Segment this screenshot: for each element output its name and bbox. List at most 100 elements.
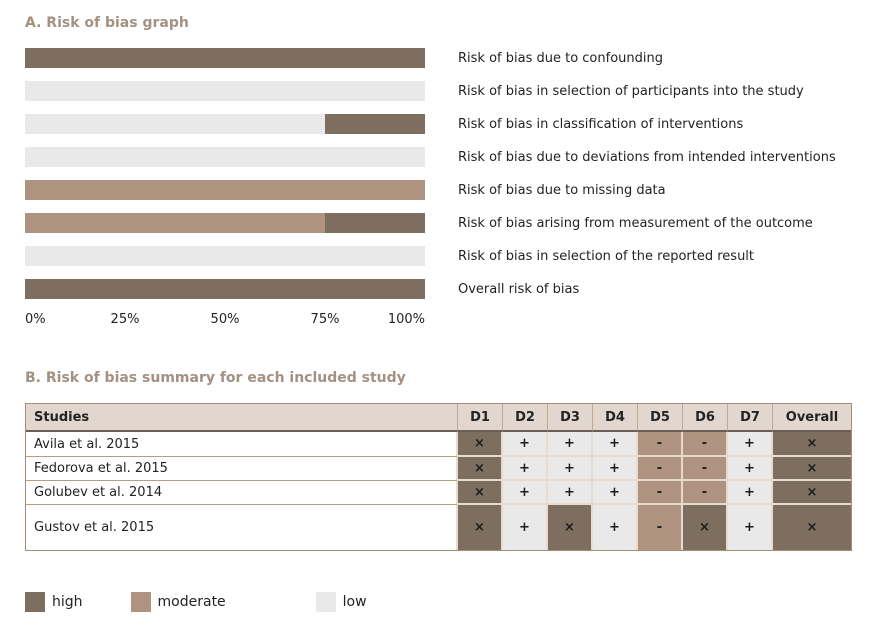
bar-segment-high: [25, 48, 425, 68]
judgment-cell-high: ×: [458, 481, 503, 505]
stacked-bar: [25, 246, 425, 266]
risk-of-bias-report: A. Risk of bias graph Risk of bias due t…: [25, 15, 885, 612]
judgment-cell-moderate: -: [638, 432, 683, 457]
chart-row: Risk of bias in selection of the reporte…: [25, 246, 885, 266]
section-a-title: A. Risk of bias graph: [25, 15, 189, 31]
judgment-cell-high: ×: [773, 457, 851, 481]
bar-label: Risk of bias in selection of participant…: [458, 83, 804, 99]
column-header-overall: Overall: [773, 404, 851, 432]
judgment-cell-low: +: [548, 481, 593, 505]
bar-segment-low: [25, 147, 425, 167]
judgment-cell-moderate: -: [683, 481, 728, 505]
section-risk-of-bias-summary: B. Risk of bias summary for each include…: [25, 370, 885, 551]
chart-row: Risk of bias arising from measurement of…: [25, 213, 885, 233]
table-row: Fedorova et al. 2015 × + + + - - + ×: [26, 457, 851, 481]
chart-row: Risk of bias due to deviations from inte…: [25, 147, 885, 167]
stacked-bar: [25, 114, 425, 134]
column-header-d2: D2: [503, 404, 548, 432]
axis-tick: 0%: [25, 312, 46, 327]
judgment-cell-low: +: [503, 481, 548, 505]
bar-label: Risk of bias in selection of the reporte…: [458, 248, 755, 264]
judgment-cell-high: ×: [548, 505, 593, 550]
judgment-cell-moderate: -: [638, 505, 683, 550]
column-header-d6: D6: [683, 404, 728, 432]
legend-label: low: [342, 594, 367, 610]
legend-item-moderate: moderate: [130, 592, 226, 612]
column-header-d4: D4: [593, 404, 638, 432]
legend-item-low: low: [315, 592, 367, 612]
judgment-cell-low: +: [728, 481, 773, 505]
judgment-cell-high: ×: [458, 457, 503, 481]
column-header-d5: D5: [638, 404, 683, 432]
section-b-title: B. Risk of bias summary for each include…: [25, 370, 406, 386]
bar-segment-moderate: [25, 213, 325, 233]
bar-label: Overall risk of bias: [458, 281, 580, 297]
judgment-cell-moderate: -: [683, 432, 728, 457]
study-name: Avila et al. 2015: [26, 432, 458, 457]
judgment-cell-high: ×: [773, 481, 851, 505]
judgment-cell-low: +: [503, 457, 548, 481]
bar-rows: Risk of bias due to confounding Risk of b…: [25, 48, 885, 299]
bar-segment-high: [25, 279, 425, 299]
judgment-cell-high: ×: [773, 505, 851, 550]
column-header-d7: D7: [728, 404, 773, 432]
judgment-cell-low: +: [728, 505, 773, 550]
stacked-bar: [25, 48, 425, 68]
chart-row: Risk of bias due to missing data: [25, 180, 885, 200]
stacked-bar: [25, 213, 425, 233]
table-body: Avila et al. 2015 × + + + - - + × Fedorova et al.…: [26, 432, 851, 550]
table-row: Golubev et al. 2014 × + + + - - + ×: [26, 481, 851, 505]
judgment-cell-low: +: [503, 432, 548, 457]
legend: high moderate low: [25, 592, 885, 612]
column-header-d1: D1: [458, 404, 503, 432]
risk-of-bias-table: Studies D1 D2 D3 D4 D5 D6 D7 Overall Avila et al…: [25, 403, 852, 551]
chart-row: Overall risk of bias: [25, 279, 885, 299]
judgment-cell-moderate: -: [638, 481, 683, 505]
table-row: Avila et al. 2015 × + + + - - + ×: [26, 432, 851, 457]
stacked-bar: [25, 180, 425, 200]
judgment-cell-low: +: [593, 432, 638, 457]
judgment-cell-high: ×: [458, 432, 503, 457]
stacked-bar: [25, 147, 425, 167]
bar-label: Risk of bias due to missing data: [458, 182, 666, 198]
column-header-d3: D3: [548, 404, 593, 432]
bar-label: Risk of bias in classification of interv…: [458, 116, 744, 132]
bar-segment-high: [325, 114, 425, 134]
column-header-studies: Studies: [26, 404, 458, 432]
judgment-cell-moderate: -: [638, 457, 683, 481]
bar-segment-high: [325, 213, 425, 233]
stacked-bar: [25, 81, 425, 101]
legend-swatch-moderate: [130, 592, 151, 612]
judgment-cell-low: +: [593, 481, 638, 505]
judgment-cell-low: +: [548, 432, 593, 457]
judgment-cell-high: ×: [773, 432, 851, 457]
study-name: Golubev et al. 2014: [26, 481, 458, 505]
judgment-cell-moderate: -: [683, 457, 728, 481]
x-axis: 0% 25% 50% 75% 100%: [25, 312, 425, 330]
legend-swatch-high: [25, 592, 45, 612]
chart-row: Risk of bias in selection of participant…: [25, 81, 885, 101]
study-name: Gustov et al. 2015: [26, 505, 458, 550]
table-row: Gustov et al. 2015 × + × + - × + ×: [26, 505, 851, 550]
legend-label: high: [52, 594, 83, 610]
bar-segment-low: [25, 114, 325, 134]
judgment-cell-low: +: [548, 457, 593, 481]
axis-tick: 50%: [210, 312, 240, 327]
axis-tick: 75%: [310, 312, 340, 327]
judgment-cell-low: +: [728, 432, 773, 457]
bar-label: Risk of bias due to deviations from inte…: [458, 149, 836, 165]
axis-tick: 100%: [387, 312, 425, 327]
chart-row: Risk of bias in classification of interv…: [25, 114, 885, 134]
judgment-cell-high: ×: [458, 505, 503, 550]
legend-swatch-low: [315, 592, 336, 612]
bar-label: Risk of bias arising from measurement of…: [458, 215, 813, 231]
axis-tick: 25%: [110, 312, 140, 327]
bar-label: Risk of bias due to confounding: [458, 50, 663, 66]
judgment-cell-high: ×: [683, 505, 728, 550]
judgment-cell-low: +: [503, 505, 548, 550]
study-name: Fedorova et al. 2015: [26, 457, 458, 481]
chart-row: Risk of bias due to confounding: [25, 48, 885, 68]
judgment-cell-low: +: [593, 457, 638, 481]
bar-segment-low: [25, 246, 425, 266]
bar-segment-moderate: [25, 180, 425, 200]
